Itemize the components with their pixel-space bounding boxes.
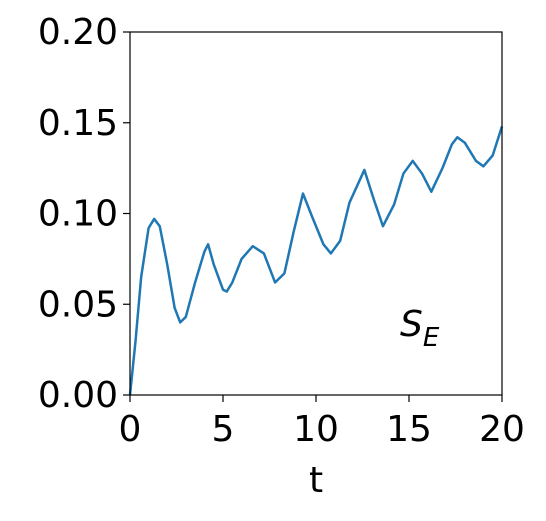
annotation: SE [400, 304, 440, 353]
y-tick-label: 0.10 [38, 194, 118, 235]
x-tick-label: 0 [119, 409, 142, 450]
plot-frame [129, 31, 503, 396]
x-tick-label: 10 [293, 409, 339, 450]
y-tick-label: 0.20 [38, 12, 118, 53]
annotation-text: S [400, 304, 423, 345]
annotation-subscript: E [423, 323, 440, 353]
y-tick-label: 0.05 [38, 284, 118, 325]
x-tick-label: 15 [386, 409, 432, 450]
y-tick-label: 0.15 [38, 103, 118, 144]
y-tick-label: 0.00 [38, 375, 118, 416]
x-tick-label: 5 [212, 409, 235, 450]
x-axis-label: t [309, 460, 323, 501]
line-series [128, 125, 504, 396]
x-tick-label: 20 [479, 409, 525, 450]
